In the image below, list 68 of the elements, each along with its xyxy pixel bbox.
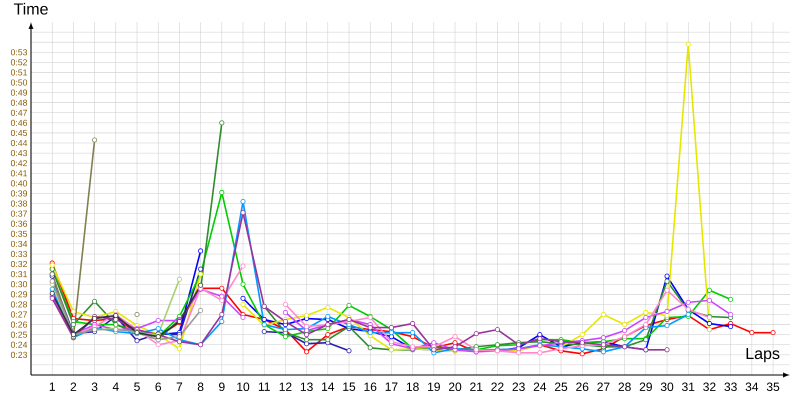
x-tick-label: 26 — [576, 382, 588, 392]
x-tick-label: 25 — [554, 382, 568, 392]
x-tick-label: 28 — [618, 382, 631, 392]
y-tick-label: 0:49 — [10, 90, 28, 96]
x-tick-label: 31 — [682, 382, 694, 392]
y-tick-label: 0:28 — [10, 301, 28, 308]
x-axis-title: Laps — [746, 348, 780, 362]
y-tick-label: 0:51 — [10, 69, 28, 76]
x-tick-label: 19 — [428, 382, 440, 392]
y-tick-label: 0:39 — [10, 190, 28, 197]
x-tick-label: 13 — [300, 382, 313, 392]
y-tick-label: 0:52 — [10, 59, 27, 66]
y-tick-label: 0:46 — [10, 120, 28, 126]
y-tick-label: 0:45 — [10, 130, 28, 136]
x-tick-label: 24 — [534, 382, 546, 391]
y-tick-label: 0:24 — [10, 342, 28, 348]
x-tick-label: 17 — [386, 382, 398, 391]
y-tick-label: 0:32 — [10, 261, 27, 268]
y-tick-label: 0:40 — [10, 180, 28, 186]
y-tick-label: 0:47 — [10, 110, 27, 116]
x-tick-label: 20 — [448, 382, 462, 392]
y-tick-label: 0:23 — [10, 352, 28, 358]
x-tick-label: 21 — [470, 382, 482, 391]
x-tick-label: 23 — [512, 382, 525, 392]
x-tick-label: 22 — [491, 382, 504, 391]
x-tick-label: 29 — [640, 382, 652, 392]
y-tick-label: 0:33 — [10, 250, 28, 258]
x-tick-label: 15 — [343, 382, 356, 391]
x-tick-label: 7 — [176, 382, 182, 391]
y-tick-label: 0:35 — [10, 230, 28, 237]
x-tick-label: 32 — [703, 382, 716, 392]
x-tick-label: 34 — [746, 382, 758, 392]
x-tick-label: 12 — [280, 382, 292, 391]
y-tick-label: 0:53 — [10, 49, 28, 56]
x-tick-label: 10 — [237, 382, 250, 392]
x-tick-label: 18 — [406, 382, 419, 392]
x-tick-label: 30 — [660, 382, 674, 392]
x-tick-label: 5 — [134, 382, 140, 391]
y-tick-label: 0:42 — [10, 160, 27, 166]
x-tick-label: 4 — [112, 382, 119, 391]
y-tick-label: 0:25 — [10, 332, 28, 338]
x-tick-label: 2 — [70, 382, 76, 391]
y-tick-label: 0:31 — [10, 271, 28, 278]
x-tick-label: 3 — [92, 382, 98, 392]
y-tick-label: 0:26 — [10, 322, 28, 328]
y-tick-label: 0:48 — [10, 100, 28, 106]
y-tick-label: 0:44 — [10, 140, 28, 146]
x-tick-label: 35 — [766, 382, 780, 392]
y-tick-label: 0:43 — [10, 150, 28, 156]
y-tick-label: 0:27 — [10, 311, 27, 318]
x-tick-label: 9 — [219, 382, 225, 392]
y-tick-label: 0:29 — [10, 291, 28, 298]
y-tick-label: 0:37 — [10, 210, 27, 217]
y-tick-label: 0:30 — [10, 281, 28, 288]
y-axis-title: Time — [14, 2, 48, 15]
y-tick-label: 0:34 — [10, 240, 28, 247]
y-tick-label: 0:50 — [10, 79, 28, 86]
x-tick-label: 8 — [198, 382, 204, 392]
x-tick-label: 6 — [155, 382, 162, 392]
x-tick-label: 14 — [322, 382, 334, 391]
y-tick-label: 0:41 — [10, 170, 28, 176]
y-tick-label: 0:36 — [10, 220, 28, 227]
x-tick-label: 16 — [364, 382, 376, 392]
x-tick-label: 11 — [258, 382, 270, 391]
x-tick-label: 33 — [724, 382, 737, 392]
x-tick-label: 1 — [50, 382, 55, 391]
x-tick-label: 27 — [597, 382, 610, 391]
y-tick-label: 0:38 — [10, 200, 28, 207]
